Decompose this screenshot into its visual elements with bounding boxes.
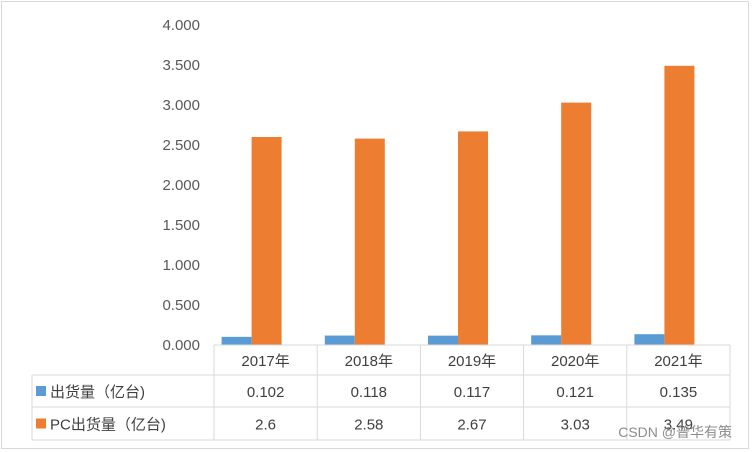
x-tick-label: 2019年 [448,353,496,370]
data-label: 2.58 [354,417,383,434]
data-label: 3.03 [561,417,590,434]
bar-series2-4 [664,66,694,345]
data-label: 0.118 [351,384,387,401]
legend-label: 出货量（亿台) [50,384,145,401]
bar-series2-3 [561,103,591,345]
bars [222,66,695,345]
y-tick-label: 2.000 [162,177,200,194]
y-tick-label: 2.500 [162,137,200,154]
y-tick-label: 4.000 [162,17,200,34]
x-tick-label: 2020年 [551,353,599,370]
y-tick-label: 0.500 [162,297,200,314]
bar-series1-3 [531,335,561,345]
bar-series1-4 [634,334,664,345]
bar-series2-2 [458,131,488,345]
watermark: CSDN @普华有策 [618,422,732,442]
y-tick-label: 3.500 [162,57,200,74]
x-tick-label: 2018年 [345,353,393,370]
data-label: 0.117 [454,384,490,401]
legend-swatch [36,419,46,429]
y-axis: 0.000 0.500 1.000 1.500 2.000 2.500 3.000 3.500… [162,17,200,354]
bar-series2-0 [252,137,282,345]
data-label: 2.67 [457,417,486,434]
bar-series2-1 [355,139,385,345]
data-label: 0.121 [556,384,594,401]
bar-series1-0 [222,337,252,345]
y-tick-label: 1.000 [162,257,200,274]
data-label: 0.102 [247,384,285,401]
legend-label: PC出货量（亿台) [50,417,166,434]
bar-series1-2 [428,336,458,345]
y-tick-label: 3.000 [162,97,200,114]
data-label: 0.135 [660,384,698,401]
legend-swatch [36,386,46,396]
bar-series1-1 [325,336,355,345]
x-tick-label: 2021年 [654,353,702,370]
x-tick-label: 2017年 [241,353,289,370]
y-tick-label: 0.000 [162,337,200,354]
y-tick-label: 1.500 [162,217,200,234]
data-label: 2.6 [255,417,276,434]
